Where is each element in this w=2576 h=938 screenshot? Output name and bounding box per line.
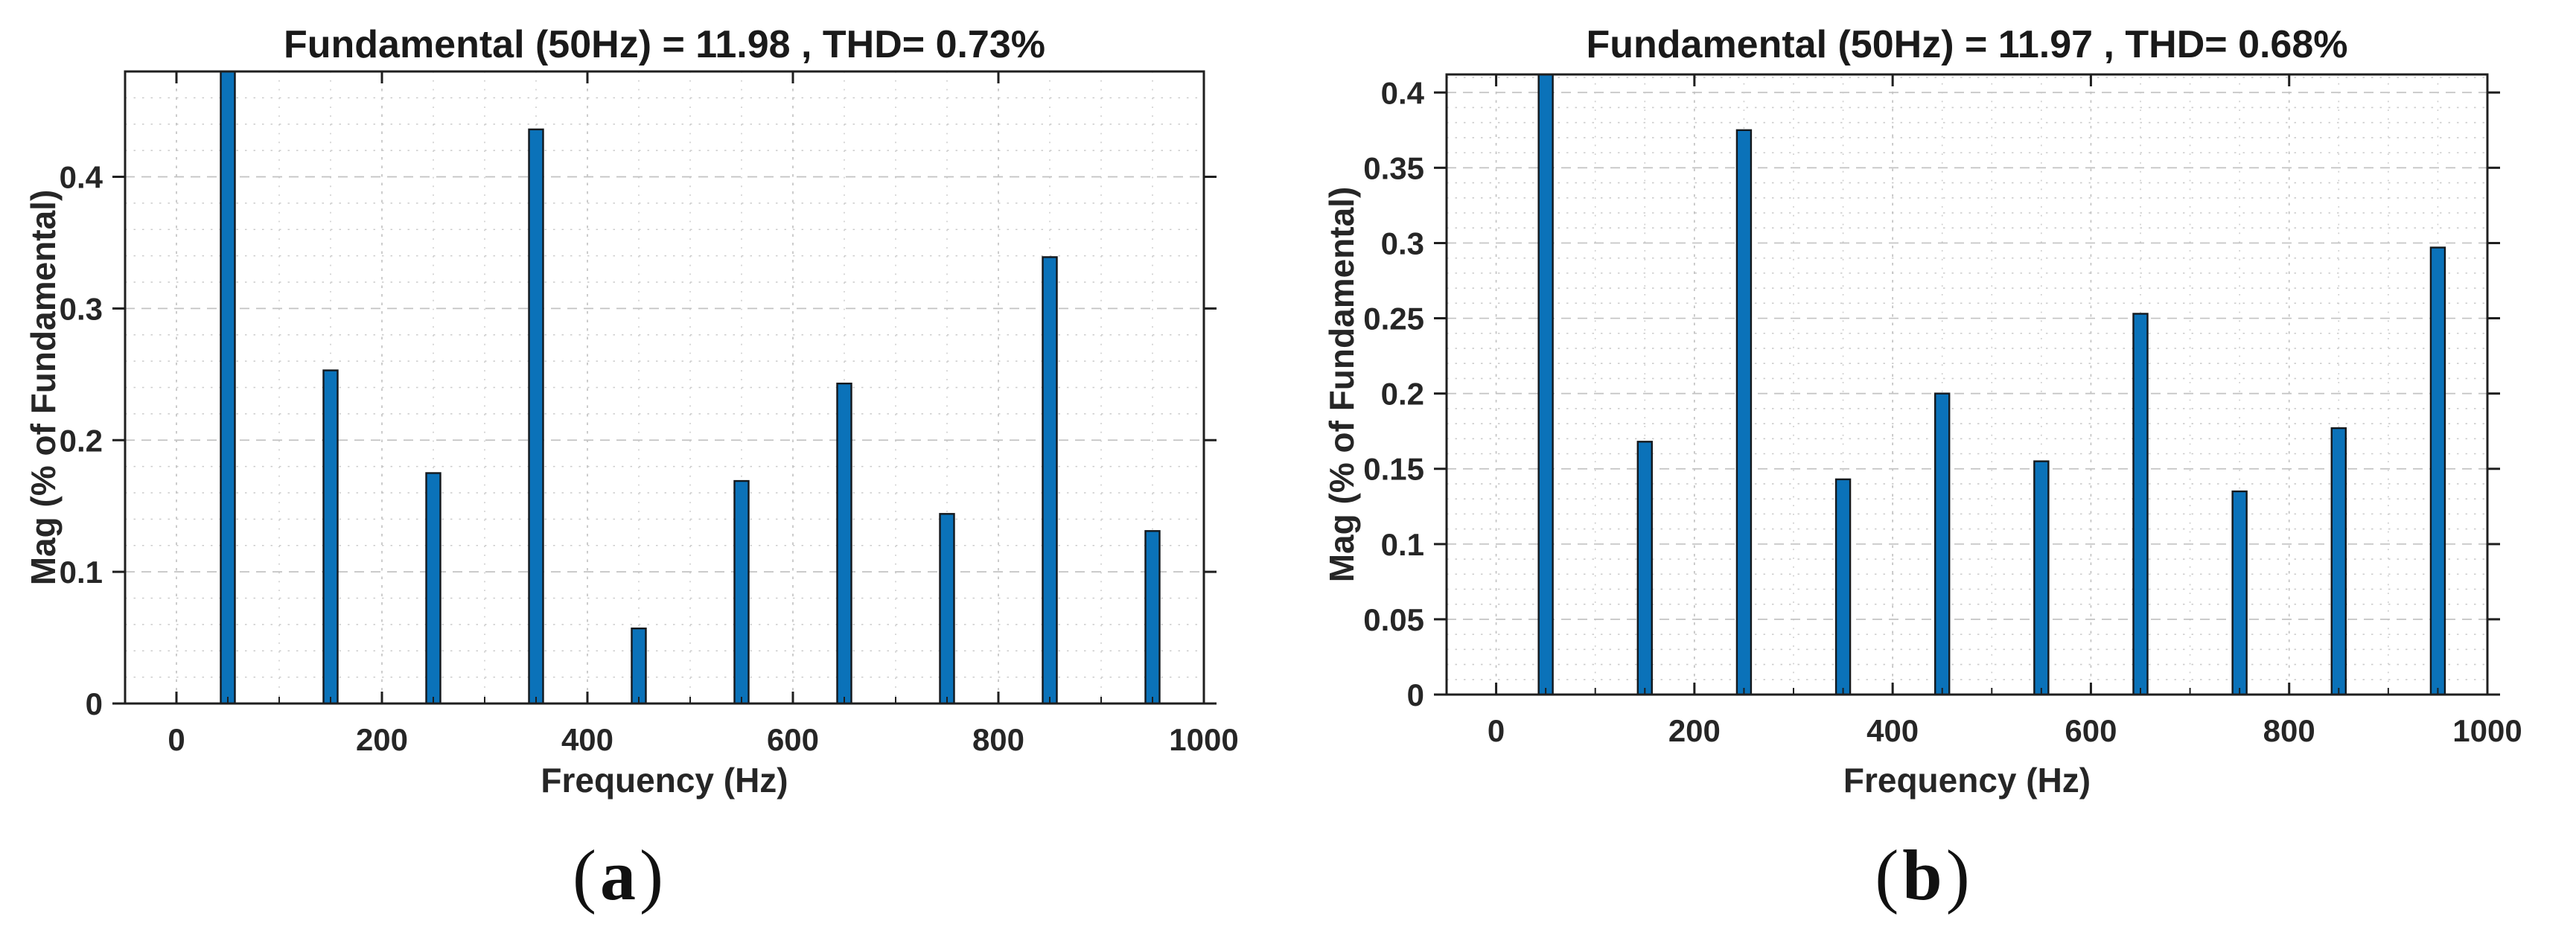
x-tick-label: 400 — [561, 722, 613, 757]
harmonic-bar — [2429, 246, 2446, 695]
caption-b-open-paren: ( — [1875, 835, 1899, 915]
chart-title: Fundamental (50Hz) = 11.98 , THD= 0.73% — [284, 23, 1045, 66]
harmonic-bar — [2330, 427, 2347, 695]
x-axis-label: Frequency (Hz) — [1843, 761, 2091, 800]
caption-a: (a) — [462, 838, 774, 913]
harmonic-bar — [631, 627, 647, 704]
harmonic-bar — [322, 369, 339, 704]
harmonic-bar — [733, 479, 750, 704]
plot-frame — [124, 70, 1205, 705]
x-tick-label: 0 — [168, 722, 185, 757]
x-axis-label: Frequency (Hz) — [541, 761, 788, 800]
harmonic-bar — [425, 472, 441, 704]
x-tick-label: 1000 — [1169, 722, 1238, 757]
caption-b: (b) — [1766, 838, 2079, 913]
harmonic-spectrum-chart-b: 0 200 400 600 800 1000 0 0.05 0.1 0.15 0.2 0.25 0.3 0… — [1322, 23, 2522, 800]
x-tick-label: 200 — [356, 722, 408, 757]
y-axis-label: Mag (% of Fundamental) — [24, 190, 63, 586]
harmonic-bar — [1144, 530, 1161, 704]
y-tick-label: 0.4 — [60, 160, 103, 195]
chart-title: Fundamental (50Hz) = 11.97 , THD= 0.68% — [1586, 23, 2347, 66]
x-tick-label: 600 — [2065, 713, 2117, 748]
bars-group — [1537, 74, 2446, 695]
x-tick-label: 400 — [1866, 713, 1919, 748]
x-tick-label: 1000 — [2452, 713, 2522, 748]
x-tick-label: 800 — [972, 722, 1024, 757]
y-tick-label: 0.1 — [1381, 527, 1424, 562]
caption-b-letter: b — [1902, 835, 1942, 915]
harmonic-bar — [1934, 392, 1951, 695]
caption-a-letter: a — [600, 835, 636, 915]
y-tick-label: 0.3 — [1381, 226, 1424, 261]
x-tick-label: 200 — [1668, 713, 1721, 748]
harmonic-bar — [1834, 478, 1852, 695]
y-tick-label: 0.25 — [1363, 302, 1424, 336]
harmonic-bar — [1636, 441, 1653, 695]
caption-a-open-paren: ( — [573, 835, 596, 915]
harmonic-bar — [2231, 490, 2248, 695]
plot-frame — [1445, 73, 2489, 696]
harmonic-bar — [528, 128, 544, 704]
y-tick-label: 0.4 — [1381, 75, 1425, 110]
harmonic-bar — [939, 513, 955, 704]
harmonic-bar — [1735, 129, 1753, 695]
harmonic-bar — [1042, 256, 1058, 704]
y-tick-label: 0 — [86, 686, 103, 721]
harmonic-bar — [2033, 460, 2050, 695]
harmonic-bar — [1537, 74, 1554, 695]
caption-a-close-paren: ) — [640, 835, 663, 915]
y-tick-label: 0.05 — [1363, 602, 1424, 637]
panel-a: 0 200 400 600 800 1000 0 0.1 0.2 0.3 0.4 Fundamenta… — [24, 23, 1239, 913]
y-tick-label: 0.15 — [1363, 452, 1424, 487]
y-tick-label: 0.2 — [1381, 377, 1424, 412]
y-tick-label: 0 — [1407, 677, 1424, 712]
harmonic-bar — [2132, 313, 2149, 695]
x-tick-label: 800 — [2263, 713, 2315, 748]
y-tick-label: 0.2 — [60, 423, 103, 458]
harmonic-bar — [836, 382, 852, 704]
x-tick-label: 600 — [767, 722, 819, 757]
bars-group — [220, 71, 1161, 704]
y-tick-label: 0.3 — [60, 291, 103, 326]
caption-b-close-paren: ) — [1945, 835, 1970, 915]
y-tick-label: 0.35 — [1363, 150, 1424, 185]
y-axis-label: Mag (% of Fundamental) — [1322, 187, 1361, 583]
harmonic-bar — [220, 71, 236, 704]
x-tick-label: 0 — [1488, 713, 1505, 748]
panel-b: 0 200 400 600 800 1000 0 0.05 0.1 0.15 0.2 0.25 0.3 0… — [1288, 0, 2576, 938]
harmonic-spectrum-chart-a: 0 200 400 600 800 1000 0 0.1 0.2 0.3 0.4 Fundamenta… — [24, 23, 1239, 800]
y-tick-label: 0.1 — [60, 555, 103, 590]
